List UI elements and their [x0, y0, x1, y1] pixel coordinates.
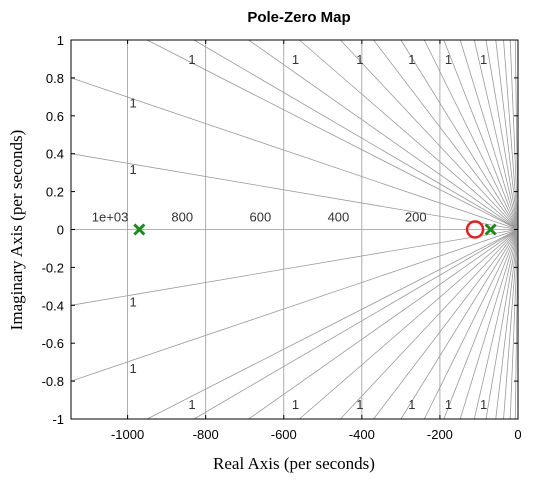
frequency-grid-label: 200 [405, 210, 427, 225]
x-tick-label: -800 [193, 427, 219, 442]
pole-marker [484, 223, 497, 236]
damping-grid-label: 1 [129, 361, 136, 376]
pole-zero-markers [133, 220, 497, 239]
damping-ray [400, 229, 519, 420]
grid-labels: 1e+03 800 600 400 200 1 1 1 1 1 1 1 1 1 1 1 1 1 1 1 1 [92, 52, 487, 412]
damping-ray [473, 39, 519, 230]
damping-grid-label: 1 [292, 52, 299, 67]
pole-stroke [133, 223, 146, 236]
damping-ray [70, 229, 519, 306]
frequency-grid-label: 600 [249, 210, 271, 225]
y-tick-label: -1 [52, 412, 64, 427]
damping-ray [373, 39, 519, 230]
damping-grid-label: 1 [129, 295, 136, 310]
chart-title: Pole-Zero Map [247, 9, 350, 26]
y-tick-label: 1 [57, 33, 64, 48]
damping-ray [459, 229, 519, 420]
damping-grid-label: 1 [188, 397, 195, 412]
damping-grid-label: 1 [356, 397, 363, 412]
damping-ray [373, 229, 519, 420]
frequency-grid-label: 800 [171, 210, 193, 225]
damping-ray [340, 229, 519, 420]
x-axis-label: Real Axis (per seconds) [213, 454, 375, 473]
damping-ray [299, 39, 519, 230]
damping-grid-label: 1 [480, 397, 487, 412]
damping-grid-label: 1 [445, 52, 452, 67]
frequency-grid-label: 400 [328, 210, 350, 225]
pole-stroke [484, 223, 497, 236]
damping-grid-label: 1 [480, 52, 487, 67]
damping-ray [248, 229, 519, 420]
damping-ray [495, 229, 519, 420]
damping-ray [495, 39, 519, 230]
y-tick-label: 0 [57, 223, 64, 238]
frequency-grid-label: 1e+03 [92, 210, 129, 225]
damping-grid-label: 1 [356, 52, 363, 67]
y-tick-label: 0.8 [46, 71, 64, 86]
damping-grid-label: 1 [129, 96, 136, 111]
damping-grid-label: 1 [445, 397, 452, 412]
zero-marker [465, 220, 485, 239]
damping-ray [423, 39, 519, 230]
damping-ray [400, 39, 519, 230]
damping-ray [443, 39, 519, 230]
damping-ray [193, 229, 519, 420]
damping-ray [503, 39, 519, 230]
damping-ray [70, 153, 519, 230]
damping-ray [473, 229, 519, 420]
damping-ray [193, 39, 519, 230]
damping-grid-label: 1 [408, 52, 415, 67]
damping-ray [70, 77, 519, 230]
x-tick-label: 0 [514, 427, 521, 442]
y-tick-label: 0.2 [46, 185, 64, 200]
damping-ray [299, 229, 519, 420]
y-tick-label: -0.6 [42, 336, 64, 351]
x-tick-label: -600 [271, 427, 297, 442]
x-tick-label: -400 [349, 427, 375, 442]
x-tick-label: -200 [427, 427, 453, 442]
damping-ray [248, 39, 519, 230]
damping-grid-label: 1 [408, 397, 415, 412]
damping-ray [509, 39, 519, 230]
damping-frequency-grid [70, 39, 519, 420]
damping-ray [146, 39, 519, 230]
y-tick-label: -0.4 [42, 298, 64, 313]
damping-ray [70, 229, 519, 382]
y-tick-label: 0.6 [46, 109, 64, 124]
damping-ray [485, 39, 519, 230]
damping-ray [340, 39, 519, 230]
y-axis-label: Imaginary Axis (per seconds) [7, 130, 26, 331]
axis-ticks: -1000 -800 -600 -400 -200 0 -1 -0.8 -0.6 -0.4 -0.2… [42, 33, 522, 442]
y-tick-label: -0.2 [42, 260, 64, 275]
damping-ray [485, 229, 519, 420]
y-tick-label: 0.4 [46, 147, 64, 162]
damping-ray [509, 229, 519, 420]
damping-grid-label: 1 [188, 52, 195, 67]
damping-ray [459, 39, 519, 230]
damping-ray [443, 229, 519, 420]
damping-grid-label: 1 [292, 397, 299, 412]
damping-ray [503, 229, 519, 420]
damping-grid-label: 1 [129, 162, 136, 177]
damping-ray [146, 229, 519, 420]
x-tick-label: -1000 [111, 427, 144, 442]
y-tick-label: -0.8 [42, 374, 64, 389]
pole-marker [133, 223, 146, 236]
damping-ray [423, 229, 519, 420]
